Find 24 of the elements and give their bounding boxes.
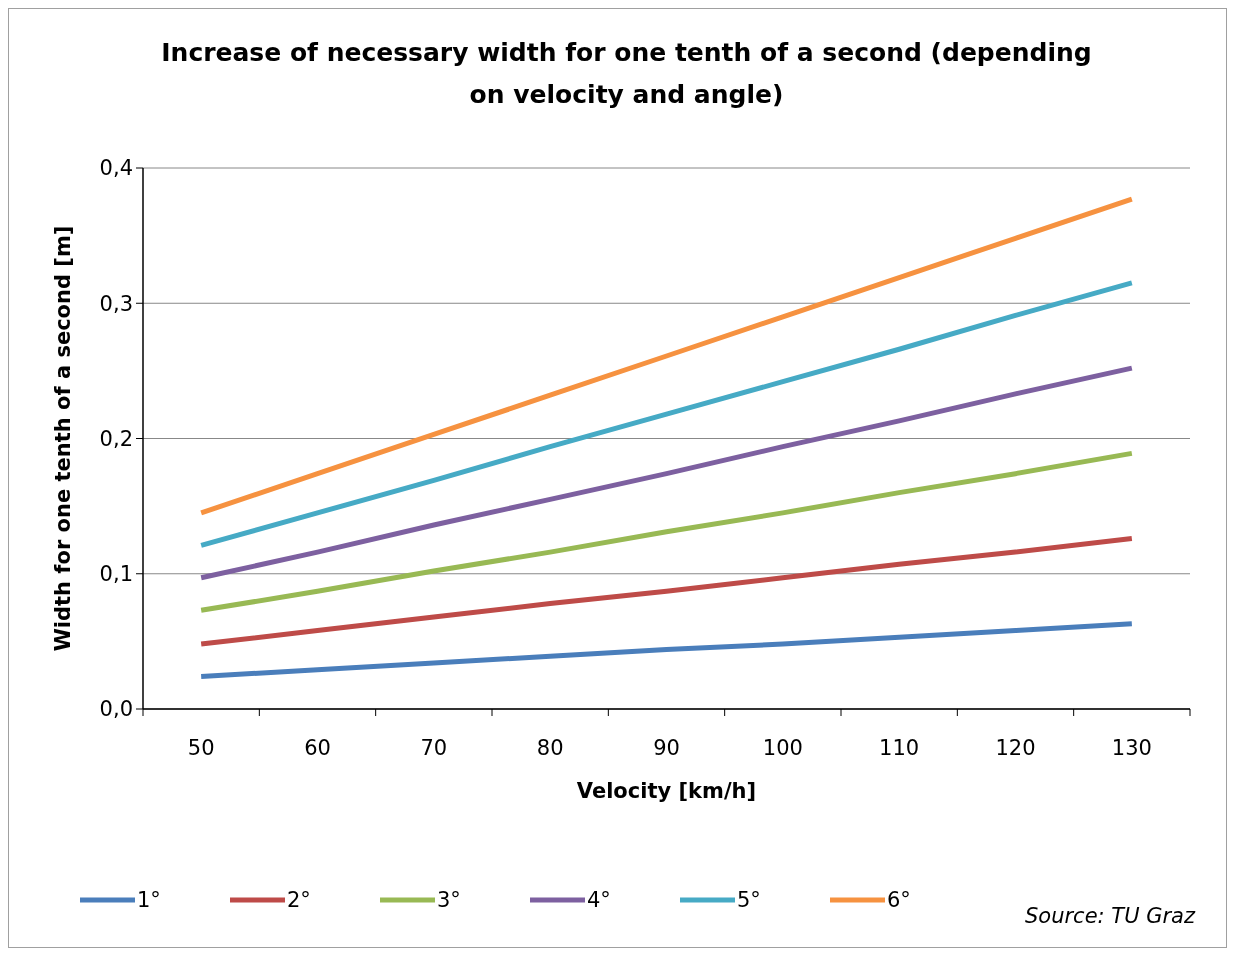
y-tick-label: 0,3 [99, 291, 133, 316]
legend-label: 3° [437, 888, 461, 913]
x-tick-label: 100 [762, 736, 803, 760]
y-axis-title: Width for one tenth of a second [m] [51, 225, 75, 652]
x-tick-label: 50 [187, 736, 215, 760]
legend-label: 1° [137, 888, 161, 913]
chart-title: Increase of necessary width for one tenth of a second (depending on velocity and angle) [161, 38, 1092, 109]
x-tick-label: 70 [420, 736, 448, 760]
legend-label: 5° [737, 888, 761, 913]
x-tick-label: 130 [1111, 736, 1152, 760]
legend-label: 4° [587, 888, 611, 913]
x-tick-label: 120 [995, 736, 1036, 760]
legend-label: 2° [287, 888, 311, 913]
x-tick-label: 110 [879, 736, 920, 760]
legend-label: 6° [887, 888, 911, 913]
x-tick-label: 60 [304, 736, 331, 760]
y-tick-label: 0,4 [99, 156, 133, 181]
y-tick-label: 0,1 [99, 562, 133, 587]
y-tick-label: 0,2 [99, 426, 133, 451]
y-tick-label: 0,0 [99, 697, 133, 722]
x-tick-label: 90 [653, 736, 680, 760]
source-note: Source: TU Graz [1024, 904, 1196, 928]
x-axis-title: Velocity [km/h] [576, 779, 757, 803]
x-tick-label: 80 [536, 736, 564, 760]
